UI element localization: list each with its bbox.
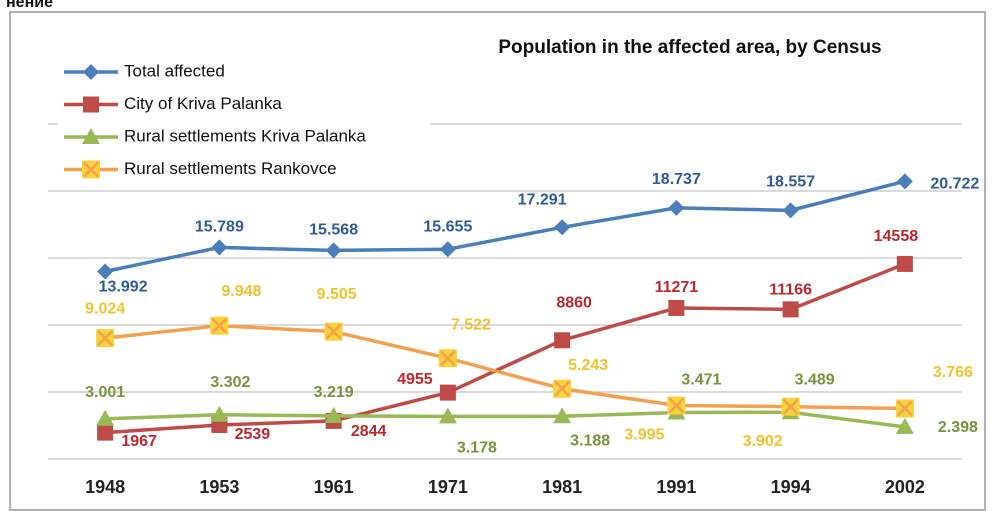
marker-cross: [896, 400, 913, 417]
x-tick-label: 2002: [885, 477, 925, 497]
x-tick-label: 1948: [85, 477, 125, 497]
header-fragment: нение: [6, 0, 53, 11]
marker: [895, 399, 914, 418]
data-label: 1967: [121, 433, 157, 450]
marker: [896, 173, 913, 190]
marker: [895, 417, 914, 434]
legend-label: Total affected: [124, 61, 225, 80]
series-line: [104, 179, 906, 274]
marker: [82, 128, 100, 144]
marker: [554, 332, 571, 349]
marker: [554, 219, 571, 236]
data-label: 5.243: [568, 357, 608, 374]
data-label: 11166: [769, 282, 812, 299]
marker: [97, 424, 114, 441]
data-label: 3.471: [681, 372, 721, 389]
series-line: [105, 410, 906, 429]
chart-title: Population in the affected area, by Cens…: [498, 37, 881, 58]
data-label: 3.489: [795, 371, 835, 388]
marker: [667, 396, 686, 415]
legend-background: [58, 56, 430, 184]
data-label: 2844: [351, 423, 387, 440]
data-label: 9.948: [221, 283, 261, 300]
data-label: 20.722: [930, 176, 979, 193]
x-tick-label: 1961: [314, 477, 354, 497]
marker-cross: [668, 397, 685, 414]
data-label: 3.302: [210, 374, 250, 391]
data-label: 4955: [397, 371, 433, 388]
marker: [324, 322, 343, 341]
series-line: [104, 323, 905, 411]
data-label: 2.398: [938, 419, 978, 436]
data-label: 3.001: [85, 384, 125, 401]
data-label: 8860: [556, 294, 592, 311]
marker: [896, 255, 913, 272]
x-tick-label: 1971: [428, 477, 468, 497]
x-tick-label: 1953: [199, 477, 239, 497]
marker: [210, 316, 229, 335]
marker: [439, 241, 456, 258]
data-label: 15.655: [423, 218, 472, 235]
marker: [97, 263, 114, 280]
marker: [211, 239, 228, 256]
marker: [96, 409, 115, 426]
data-label: 9.024: [85, 300, 125, 317]
marker: [553, 407, 572, 424]
marker-cross: [782, 398, 799, 415]
series-line: [105, 262, 906, 435]
data-label: 15.568: [309, 222, 358, 239]
marker: [210, 405, 229, 422]
x-tick-label: 1991: [656, 477, 696, 497]
data-label: 3.178: [457, 440, 497, 457]
data-label: 15.789: [195, 219, 244, 236]
data-label: 18.737: [652, 171, 701, 188]
marker: [96, 329, 115, 348]
data-label: 3.995: [624, 427, 664, 444]
data-label: 3.188: [570, 432, 610, 449]
marker-cross: [97, 330, 114, 346]
x-tick-label: 1994: [771, 477, 811, 497]
data-label: 11271: [655, 279, 699, 296]
legend-label: Rural settlements Rankovce: [124, 159, 337, 178]
data-label: 2539: [235, 426, 271, 443]
marker: [782, 301, 799, 318]
marker-cross: [211, 317, 228, 334]
marker: [438, 349, 457, 368]
marker-cross: [439, 350, 456, 367]
marker: [668, 299, 685, 316]
marker: [553, 379, 572, 398]
marker: [83, 64, 99, 80]
data-label: 7.522: [451, 316, 491, 333]
data-label: 9.505: [317, 286, 357, 303]
marker: [325, 242, 342, 259]
data-label: 13.992: [99, 279, 148, 296]
data-label: 17.291: [518, 192, 567, 209]
marker-cross: [325, 323, 342, 340]
marker: [439, 384, 456, 401]
legend-label: City of Kriva Palanka: [124, 94, 282, 113]
data-label: 3.766: [933, 364, 973, 381]
grid: [48, 123, 962, 460]
marker: [438, 407, 457, 424]
marker: [668, 199, 685, 216]
marker-cross: [554, 380, 571, 397]
marker: [781, 397, 800, 416]
marker-cross: [83, 161, 99, 178]
x-tick-label: 1981: [542, 477, 582, 497]
data-label: 18.557: [766, 174, 815, 191]
marker: [83, 96, 99, 113]
data-label: 3.902: [743, 433, 783, 450]
legend-label: Rural settlements Kriva Palanka: [124, 126, 366, 145]
data-label: 3.219: [314, 384, 354, 401]
marker: [782, 202, 799, 219]
marker: [82, 160, 100, 179]
data-label: 14558: [874, 228, 919, 245]
marker: [324, 406, 343, 423]
